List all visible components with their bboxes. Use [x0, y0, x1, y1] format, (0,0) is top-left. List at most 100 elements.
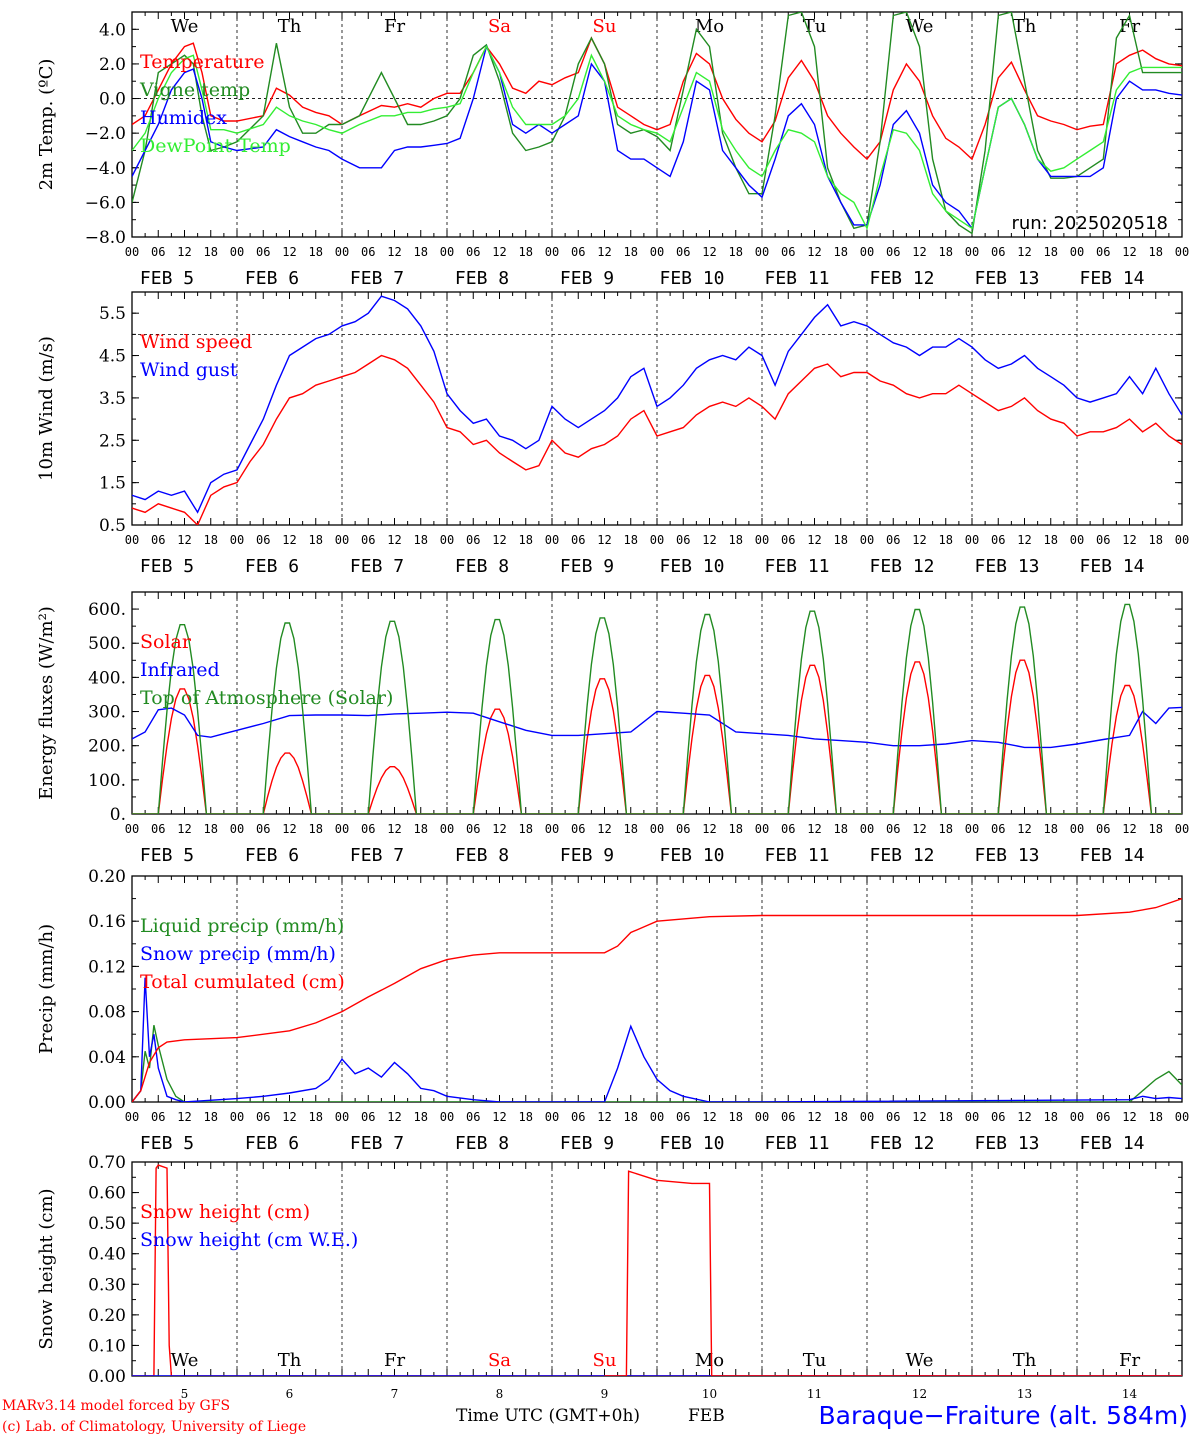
weekday-label: Su	[593, 1350, 617, 1371]
legend-entry: Liquid precip (mm/h)	[140, 915, 344, 937]
panel-1: 00 06 12 18 00 06 12 18 00 06 12 18 00 06 12 18 00 06 12 18…	[36, 11, 1189, 289]
hour-tick-label: 18	[834, 1110, 848, 1124]
hour-tick-label: 00	[440, 1110, 454, 1124]
hour-tick-label: 06	[676, 245, 690, 259]
y-tick-label: 2.0	[99, 55, 126, 75]
hour-tick-label: 12	[1017, 245, 1031, 259]
hour-tick-label: 06	[886, 245, 900, 259]
y-tick-label: 100.	[88, 771, 126, 791]
y-axis-label: Precip (mm/h)	[36, 924, 57, 1054]
hour-tick-label: 12	[702, 1110, 716, 1124]
weekday-label: Tu	[803, 1350, 827, 1371]
hour-tick-label: 06	[361, 245, 375, 259]
hour-tick-label: 12	[912, 822, 926, 836]
hour-tick-label: 06	[886, 1110, 900, 1124]
hour-tick-label: 00	[860, 533, 874, 547]
date-label: FEB 13	[974, 845, 1039, 866]
date-label: FEB 14	[1079, 845, 1144, 866]
hour-tick-label: 00	[335, 1110, 349, 1124]
hour-tick-label: 12	[492, 1110, 506, 1124]
hour-tick-label: 06	[466, 533, 480, 547]
model-credit: MARv3.14 model forced by GFS	[2, 1398, 231, 1414]
panel-2: 00 06 12 18 00 06 12 18 00 06 12 18 00 06 12 18 00 06 12 18…	[36, 291, 1189, 577]
y-tick-label: 3.5	[99, 389, 126, 409]
legend-entry: Humidex	[140, 107, 227, 129]
hour-tick-label: 18	[204, 533, 218, 547]
hour-tick-label: 00	[755, 822, 769, 836]
hour-tick-label: 18	[939, 1110, 953, 1124]
hour-tick-label: 06	[256, 1110, 270, 1124]
date-label: FEB 14	[1079, 1133, 1144, 1154]
legend-entry: Top of Atmosphere (Solar)	[140, 687, 393, 709]
weekday-label: Su	[593, 16, 617, 37]
hour-tick-label: 12	[597, 533, 611, 547]
hour-tick-label: 18	[414, 1110, 428, 1124]
hour-tick-label: 12	[387, 245, 401, 259]
hour-tick-label: 12	[1122, 1110, 1136, 1124]
hour-tick-label: 00	[230, 245, 244, 259]
hour-tick-label: 12	[807, 822, 821, 836]
panel-4: 00 06 12 18 00 06 12 18 00 06 12 18 00 06 12 18 00 06 12 18…	[36, 867, 1189, 1154]
date-label: FEB 14	[1079, 556, 1144, 577]
y-tick-label: 0.08	[88, 1003, 126, 1023]
hour-tick-label: 12	[177, 822, 191, 836]
date-label: FEB 12	[869, 268, 934, 289]
date-label: FEB 9	[560, 268, 614, 289]
hour-tick-label: 18	[1149, 533, 1163, 547]
hour-tick-label: 12	[282, 1110, 296, 1124]
hour-tick-label: 00	[545, 533, 559, 547]
hour-tick-label: 18	[729, 822, 743, 836]
date-label: FEB 8	[455, 268, 509, 289]
hour-tick-label: 00	[440, 533, 454, 547]
hour-tick-label: 18	[1149, 245, 1163, 259]
y-tick-label: 500.	[88, 634, 126, 654]
hour-tick-label: 06	[571, 1110, 585, 1124]
hour-tick-label: 06	[991, 245, 1005, 259]
hour-tick-label: 00	[545, 245, 559, 259]
hour-tick-label: 12	[387, 1110, 401, 1124]
hour-tick-label: 18	[729, 245, 743, 259]
hour-tick-label: 00	[230, 822, 244, 836]
y-axis-label: Snow height (cm)	[36, 1188, 57, 1349]
legend-entry: Temperature	[140, 51, 264, 73]
hour-tick-label: 00	[1070, 822, 1084, 836]
date-label: FEB 7	[350, 556, 404, 577]
hour-tick-label: 18	[624, 1110, 638, 1124]
y-tick-label: 0.12	[88, 957, 126, 977]
y-tick-label: 2.5	[99, 431, 126, 451]
hour-tick-label: 06	[571, 533, 585, 547]
hour-tick-label: 00	[335, 822, 349, 836]
hour-tick-label: 00	[755, 533, 769, 547]
hour-tick-label: 00	[755, 1110, 769, 1124]
hour-tick-label: 00	[1070, 245, 1084, 259]
hour-tick-label: 12	[387, 822, 401, 836]
y-tick-label: 0.5	[99, 516, 126, 536]
hour-tick-label: 00	[650, 533, 664, 547]
hour-tick-label: 06	[466, 822, 480, 836]
series-line-3	[132, 603, 1182, 814]
legend-entry: DewPoint Temp	[140, 135, 291, 157]
hour-tick-label: 00	[545, 822, 559, 836]
hour-tick-label: 12	[597, 245, 611, 259]
hour-tick-label: 18	[414, 822, 428, 836]
hour-tick-label: 06	[256, 533, 270, 547]
y-tick-label: 0.20	[88, 867, 126, 887]
date-label: FEB 11	[764, 268, 829, 289]
hour-tick-label: 18	[1149, 1110, 1163, 1124]
hour-tick-label: 18	[939, 533, 953, 547]
date-label: FEB 13	[974, 268, 1039, 289]
hour-tick-label: 18	[729, 1110, 743, 1124]
hour-tick-label: 00	[965, 1110, 979, 1124]
weekday-label: Fr	[1119, 16, 1140, 37]
series-line-1	[132, 1164, 1182, 1376]
hour-tick-label: 00	[440, 245, 454, 259]
y-tick-label: 0.0	[99, 90, 126, 110]
hour-tick-label: 18	[624, 245, 638, 259]
y-tick-label: 0.10	[88, 1336, 126, 1356]
date-label: FEB 11	[764, 1133, 829, 1154]
date-label: FEB 6	[245, 1133, 299, 1154]
hour-tick-label: 00	[125, 533, 139, 547]
date-label: FEB 8	[455, 1133, 509, 1154]
hour-tick-label: 12	[702, 533, 716, 547]
weekday-label: We	[171, 16, 199, 37]
